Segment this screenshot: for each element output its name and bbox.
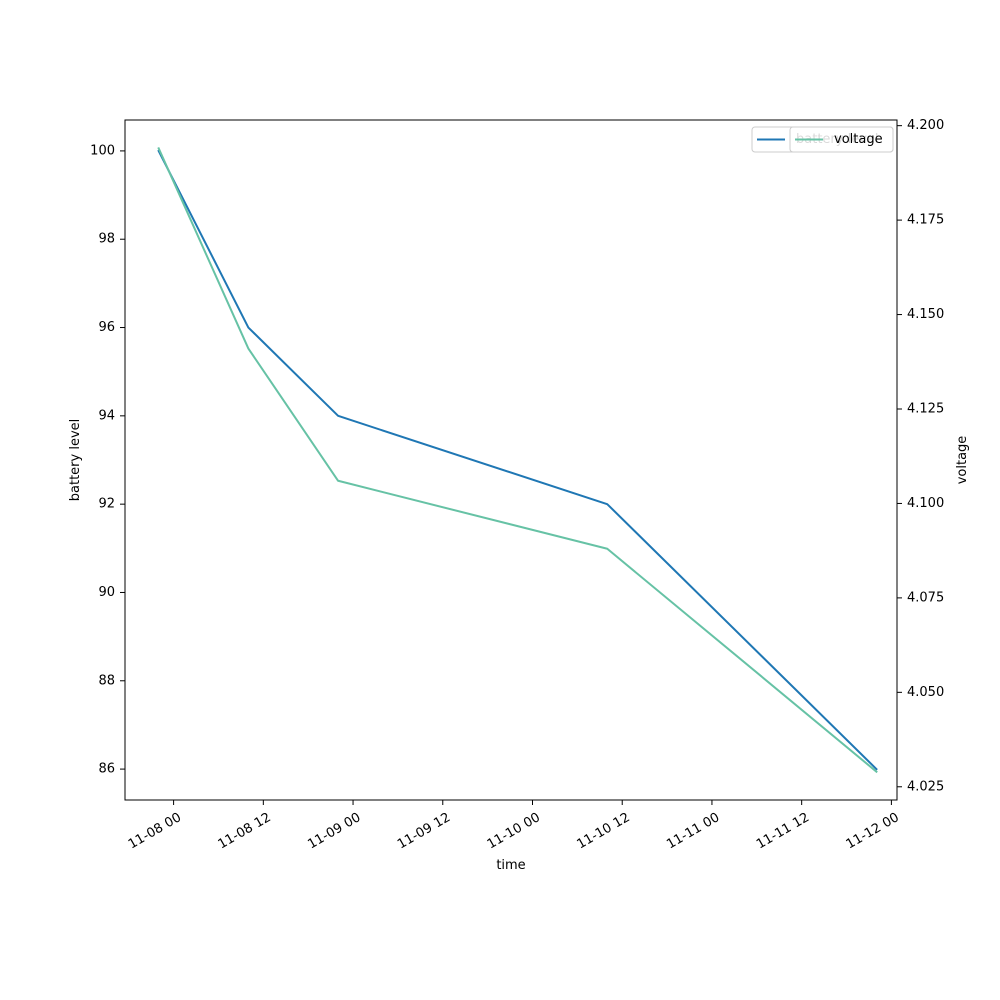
y-axis-left: 86 88 90 92 94 96 98 100 [90,143,125,777]
y2-axis-label: voltage [955,436,970,485]
y2-tick-label: 4.150 [907,307,944,322]
y-tick-label: 92 [98,497,115,512]
y-tick-label: 98 [98,232,115,247]
legend-voltage: voltage [789,126,894,153]
series-line-voltage [157,147,878,774]
y2-tick-label: 4.125 [907,402,944,417]
x-axis-label: time [496,858,525,873]
y-tick-label: 90 [98,585,115,600]
y-tick-label: 88 [98,673,115,688]
legend-voltage-frame [789,126,894,153]
legend-voltage-label: voltage [834,132,883,147]
y2-tick-label: 4.025 [907,779,944,794]
y2-tick-label: 4.200 [907,118,944,133]
y-axis-right: 4.025 4.050 4.075 4.100 4.125 4.150 4.175 4.200 [897,118,944,794]
y2-tick-label: 4.175 [907,213,944,228]
y-tick-label: 96 [98,320,115,335]
series-line-battery-level [157,149,878,771]
series-layer [157,147,878,774]
y-axis-label: battery level [68,419,83,502]
plot-frame [124,119,898,801]
y-tick-label: 100 [90,143,115,158]
y-tick-label: 86 [98,762,115,777]
y2-tick-label: 4.100 [907,496,944,511]
y-tick-label: 94 [98,408,115,423]
y2-tick-label: 4.075 [907,590,944,605]
y2-tick-label: 4.050 [907,685,944,700]
